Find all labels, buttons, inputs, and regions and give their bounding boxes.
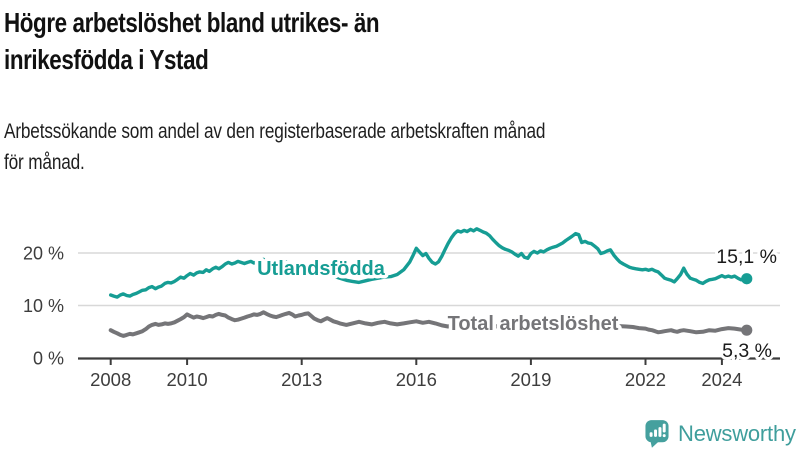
y-axis-tick-label: 10 % — [23, 296, 64, 316]
x-axis-tick-label: 2010 — [167, 369, 208, 390]
brand-logo: Newsworthy — [645, 419, 796, 448]
chart-subtitle-line1: Arbetssökande som andel av den registerb… — [4, 120, 546, 143]
brand-name: Newsworthy — [678, 420, 796, 446]
series-line-utlandsfodda — [108, 227, 749, 299]
line-chart: 0 % 10 % 20 % 2008 2010 2013 2016 2019 2022 2024 U… — [23, 227, 780, 390]
series-line-total-arbetsloshet — [108, 310, 749, 338]
page-title-line2: inrikesfödda i Ystad — [4, 44, 209, 75]
y-axis-tick-label: 20 % — [23, 244, 64, 264]
chart-subtitle: Arbetssökande som andel av den registerb… — [4, 116, 611, 178]
end-dot-utlandsfodda — [741, 273, 753, 285]
end-value-label-utlandsfodda: 15,1 % — [716, 246, 777, 268]
end-dot-total-arbetsloshet — [741, 324, 753, 336]
x-axis-tick-label: 2022 — [625, 369, 666, 390]
series-label-total-arbetsloshet: Total arbetslöshet — [448, 313, 619, 335]
x-axis-tick-label: 2008 — [90, 369, 131, 390]
chart-subtitle-line2: för månad. — [4, 151, 85, 174]
x-axis-tick-label: 2013 — [281, 369, 322, 390]
x-axis-tick-label: 2024 — [701, 369, 742, 390]
series-label-utlandsfodda: Utlandsfödda — [257, 258, 386, 280]
x-axis-tick-label: 2019 — [510, 369, 551, 390]
y-axis-tick-label: 0 % — [33, 349, 64, 369]
end-value-label-total-arbetsloshet: 5,3 % — [722, 340, 772, 362]
x-axis-tick-label: 2016 — [396, 369, 437, 390]
page-title-line1: Högre arbetslöshet bland utrikes- än — [4, 7, 380, 38]
page-title: Högre arbetslöshet bland utrikes- än inr… — [4, 4, 500, 78]
newsworthy-chart-bubble-icon — [645, 420, 669, 448]
